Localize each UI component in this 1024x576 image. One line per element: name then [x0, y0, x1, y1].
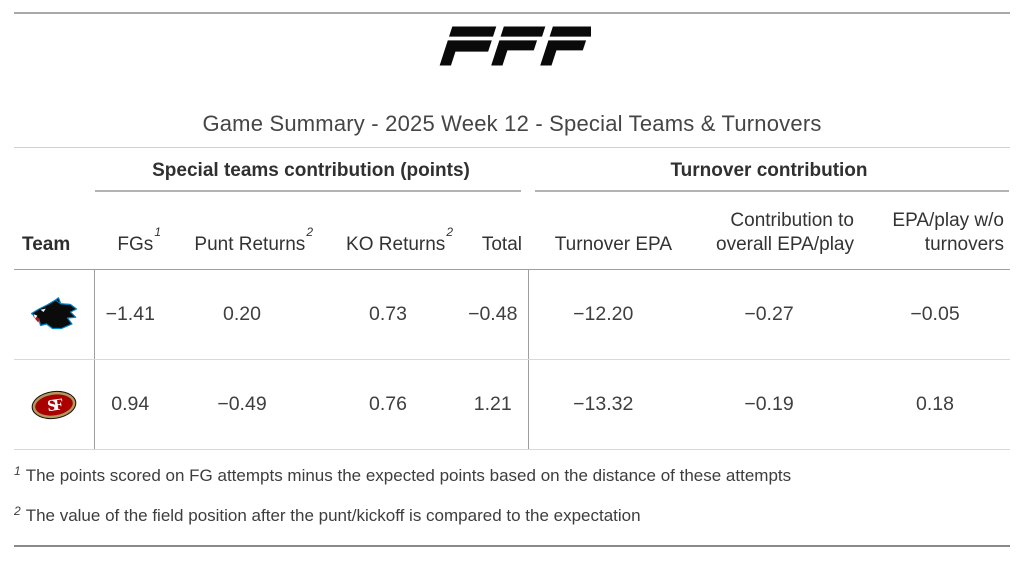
- bottom-divider: [14, 545, 1010, 547]
- panthers-logo-icon: [14, 269, 95, 360]
- cell-49ers-total: 1.21: [458, 359, 529, 450]
- col-header-team: Team: [14, 193, 94, 270]
- cell-panthers-punt-returns: 0.20: [166, 269, 318, 360]
- col-header-total: Total: [458, 193, 528, 270]
- spanner-special-teams-underline: [95, 190, 521, 192]
- col-header-fgs: FGs1: [94, 193, 166, 270]
- cell-49ers-ko-returns: 0.76: [318, 359, 458, 450]
- spanner-turnover-underline: [535, 190, 1009, 192]
- cell-49ers-turnover-epa: −13.32: [528, 359, 678, 450]
- report-page: Game Summary - 2025 Week 12 - Special Te…: [0, 12, 1024, 547]
- cell-panthers-ko-returns: 0.73: [318, 269, 458, 360]
- cell-49ers-epa-wo-turnovers: 0.18: [860, 359, 1010, 450]
- special-teams-turnover-table: Special teams contribution (points) Turn…: [14, 148, 1010, 450]
- spanner-row: Special teams contribution (points) Turn…: [14, 148, 1010, 193]
- col-header-ko-returns: KO Returns2: [318, 193, 458, 270]
- cell-panthers-epa-wo-turnovers: −0.05: [860, 269, 1010, 360]
- footnote-1: 1 The points scored on FG attempts minus …: [14, 464, 1010, 488]
- footnote-1-text: The points scored on FG attempts minus t…: [25, 466, 792, 485]
- spanner-special-teams: Special teams contribution (points): [94, 148, 528, 193]
- top-divider: [14, 12, 1010, 14]
- cell-panthers-total: −0.48: [458, 269, 529, 360]
- title-divider: [14, 147, 1010, 148]
- footnote-2: 2 The value of the field position after t…: [14, 504, 1010, 528]
- pff-logo-icon: [14, 24, 1010, 70]
- cell-49ers-fgs: 0.94: [94, 359, 166, 450]
- column-header-row: Team FGs1 Punt Returns2 KO Returns2 Tota…: [14, 193, 1010, 270]
- col-header-contribution-epa: Contribution to overall EPA/play: [678, 193, 860, 270]
- cell-49ers-punt-returns: −0.49: [166, 359, 318, 450]
- cell-panthers-turnover-epa: −12.20: [528, 269, 678, 360]
- cell-panthers-fgs: −1.41: [94, 269, 166, 360]
- cell-panthers-contribution-epa: −0.27: [678, 269, 860, 360]
- col-header-epa-wo-turnovers: EPA/play w/o turnovers: [860, 193, 1010, 270]
- table-row-49ers: SF 0.94 −0.49 0.76 1.21 −13.32 −0.19 0.1…: [14, 359, 1010, 450]
- col-header-turnover-epa: Turnover EPA: [528, 193, 678, 270]
- col-header-punt-returns: Punt Returns2: [166, 193, 318, 270]
- spanner-turnover-label: Turnover contribution: [670, 160, 868, 181]
- spanner-turnover: Turnover contribution: [528, 148, 1010, 193]
- footnote-2-text: The value of the field position after th…: [25, 506, 641, 525]
- spanner-spacer: [14, 148, 94, 193]
- table-row-panthers: −1.41 0.20 0.73 −0.48 −12.20 −0.27 −0.05: [14, 269, 1010, 360]
- cell-49ers-contribution-epa: −0.19: [678, 359, 860, 450]
- footnote-1-marker: 1: [14, 464, 21, 478]
- footnotes: 1 The points scored on FG attempts minus …: [14, 450, 1010, 528]
- page-title: Game Summary - 2025 Week 12 - Special Te…: [202, 111, 822, 136]
- spanner-special-teams-label: Special teams contribution (points): [152, 160, 470, 181]
- footnote-2-marker: 2: [14, 504, 21, 518]
- 49ers-logo-icon: SF: [14, 359, 95, 450]
